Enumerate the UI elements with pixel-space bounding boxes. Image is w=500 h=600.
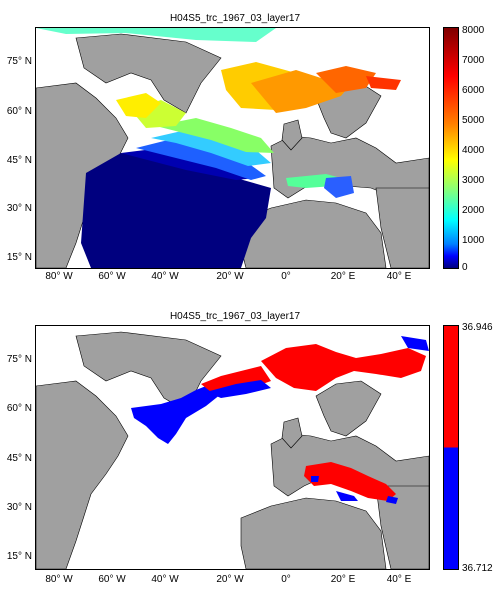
top-colorbar	[443, 27, 459, 269]
top-x-tick-40w: 40° W	[151, 271, 179, 282]
greenland-land	[75, 33, 222, 114]
bottom-x-tick-40e: 40° E	[386, 574, 412, 585]
bottom-x-tick-20w: 20° W	[216, 574, 244, 585]
top-x-tick-60w: 60° W	[98, 271, 126, 282]
top-x-tick-0: 0°	[281, 271, 291, 282]
scandinavia-land	[315, 380, 382, 437]
bottom-x-tick-40w: 40° W	[151, 574, 179, 585]
bottom-y-tick-30: 30° N	[6, 502, 32, 513]
bottom-colorbar	[443, 325, 459, 570]
top-y-tick-15: 15° N	[6, 252, 32, 263]
bottom-map-plot	[35, 325, 430, 570]
top-cbar-tick-4000: 4000	[462, 145, 485, 156]
bottom-cbar-tick-min: 36.712	[462, 563, 493, 574]
top-x-tick-20w: 20° W	[216, 271, 244, 282]
top-cbar-tick-3000: 3000	[462, 175, 485, 186]
bottom-y-tick-60: 60° N	[6, 403, 32, 414]
north-america-land	[36, 380, 129, 569]
top-cbar-tick-2000: 2000	[462, 205, 485, 216]
britain-land	[281, 417, 303, 449]
bottom-map-title: H04S5_trc_1967_03_layer17	[169, 311, 301, 322]
europe-land	[270, 433, 429, 502]
top-y-tick-75: 75° N	[6, 56, 32, 67]
bottom-x-tick-80w: 80° W	[45, 574, 73, 585]
bottom-y-tick-15: 15° N	[6, 551, 32, 562]
top-y-tick-45: 45° N	[6, 155, 32, 166]
bottom-x-tick-60w: 60° W	[98, 574, 126, 585]
bottom-x-tick-0: 0°	[281, 574, 291, 585]
top-tracer-field	[36, 28, 401, 268]
bottom-y-tick-75: 75° N	[6, 354, 32, 365]
africa-land	[240, 497, 387, 569]
bottom-y-tick-45: 45° N	[6, 453, 32, 464]
top-map-title: H04S5_trc_1967_03_layer17	[169, 13, 301, 24]
middle-east-land	[375, 485, 429, 569]
top-cbar-tick-5000: 5000	[462, 115, 485, 126]
top-x-tick-80w: 80° W	[45, 271, 73, 282]
bottom-x-tick-20e: 20° E	[330, 574, 356, 585]
top-cbar-tick-7000: 7000	[462, 55, 485, 66]
britain-land	[281, 119, 303, 151]
bottom-classified-field	[131, 336, 429, 504]
top-x-tick-20e: 20° E	[330, 271, 356, 282]
middle-east-land	[375, 187, 429, 268]
bottom-map-svg	[36, 331, 429, 569]
top-map-plot	[35, 27, 430, 269]
top-cbar-tick-0: 0	[462, 262, 468, 273]
top-cbar-tick-8000: 8000	[462, 25, 485, 36]
top-y-tick-30: 30° N	[6, 203, 32, 214]
europe-land	[270, 135, 429, 204]
top-y-tick-60: 60° N	[6, 106, 32, 117]
top-cbar-tick-1000: 1000	[462, 235, 485, 246]
bottom-cbar-tick-max: 36.946	[462, 322, 493, 333]
top-x-tick-40e: 40° E	[386, 271, 412, 282]
top-cbar-tick-6000: 6000	[462, 85, 485, 96]
top-map-svg	[36, 28, 429, 268]
